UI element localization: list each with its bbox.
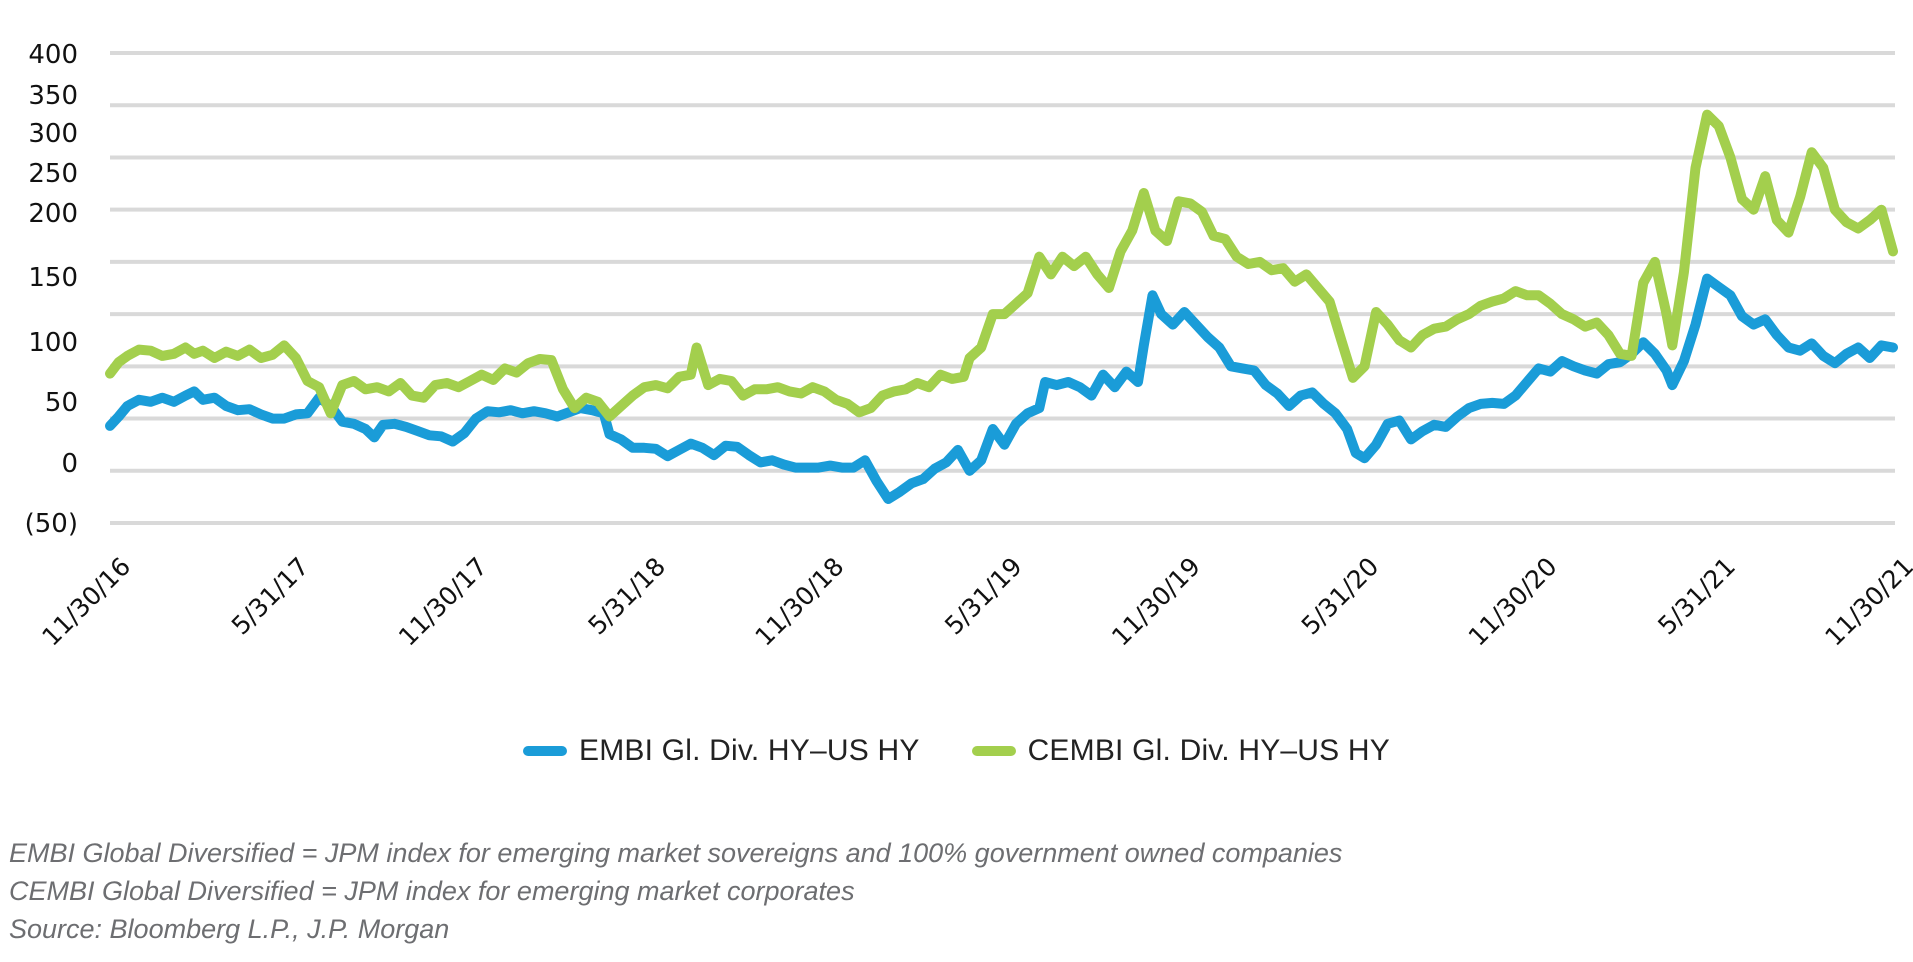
chart-footnotes: EMBI Global Diversified = JPM index for … bbox=[9, 834, 1342, 948]
y-tick-label: 350 bbox=[28, 81, 78, 111]
x-tick-label: 5/31/17 bbox=[226, 552, 315, 641]
y-tick-label: 0 bbox=[61, 449, 78, 479]
series-line-embi bbox=[105, 273, 1898, 504]
x-tick-label: 5/31/20 bbox=[1296, 552, 1385, 641]
y-tick-label: 200 bbox=[28, 199, 78, 229]
series-lines bbox=[105, 109, 1898, 504]
x-tick-label: 5/31/19 bbox=[939, 552, 1028, 641]
gridlines bbox=[110, 51, 1895, 525]
x-tick-label: 5/31/18 bbox=[582, 552, 671, 641]
legend-label-cembi: CEMBI Gl. Div. HY–US HY bbox=[1027, 734, 1390, 767]
x-axis-tick-labels: 11/30/16 5/31/17 11/30/17 5/31/18 11/30/18 5/… bbox=[36, 552, 1913, 652]
series-line-cembi bbox=[105, 109, 1898, 422]
y-tick-label: 300 bbox=[28, 119, 78, 149]
x-tick-label: 11/30/18 bbox=[750, 552, 850, 652]
x-tick-label: 5/31/21 bbox=[1652, 552, 1741, 641]
x-tick-label: 11/30/16 bbox=[36, 552, 136, 652]
legend-swatch-cembi bbox=[971, 746, 1016, 756]
footnote-cembi-definition: CEMBI Global Diversified = JPM index for… bbox=[9, 876, 855, 906]
x-tick-label: 11/30/21 bbox=[1819, 552, 1913, 652]
legend-label-embi: EMBI Gl. Div. HY–US HY bbox=[578, 734, 920, 767]
footnote-source: Source: Bloomberg L.P., J.P. Morgan bbox=[9, 914, 450, 944]
legend-swatch-embi bbox=[522, 746, 567, 756]
footnote-embi-definition: EMBI Global Diversified = JPM index for … bbox=[9, 838, 1343, 868]
legend-item-embi: EMBI Gl. Div. HY–US HY bbox=[522, 734, 920, 768]
y-tick-label: 250 bbox=[28, 159, 78, 189]
spread-line-chart: 400 350 300 250 200 150 100 50 0 (50) 11/30/16 5/3… bbox=[25, 40, 1913, 652]
x-tick-label: 11/30/19 bbox=[1106, 552, 1206, 652]
chart-legend: EMBI Gl. Div. HY–US HY CEMBI Gl. Div. HY… bbox=[0, 734, 1913, 768]
legend-item-cembi: CEMBI Gl. Div. HY–US HY bbox=[971, 734, 1390, 768]
x-tick-label: 11/30/17 bbox=[393, 552, 493, 652]
y-tick-label: 400 bbox=[28, 40, 78, 70]
y-tick-label: 150 bbox=[28, 263, 78, 293]
y-tick-label: 100 bbox=[28, 328, 78, 358]
x-tick-label: 11/30/20 bbox=[1463, 552, 1563, 652]
y-tick-label: (50) bbox=[25, 509, 78, 539]
y-axis-tick-labels: 400 350 300 250 200 150 100 50 0 (50) bbox=[25, 40, 78, 539]
y-tick-label: 50 bbox=[45, 388, 78, 418]
